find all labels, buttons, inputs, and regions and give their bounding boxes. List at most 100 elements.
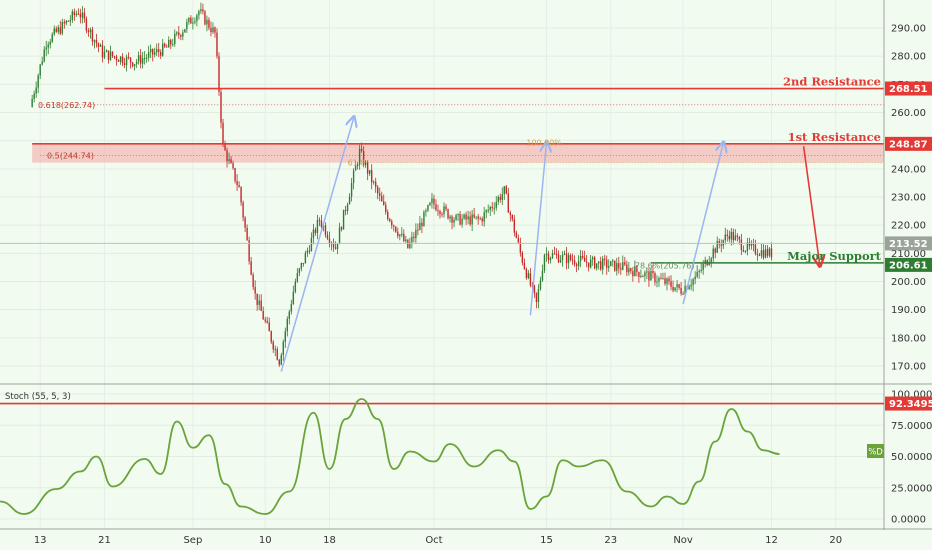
candle xyxy=(602,256,604,275)
candle-body xyxy=(135,61,138,65)
candle xyxy=(196,13,198,27)
candle-body xyxy=(39,64,41,76)
candle xyxy=(63,19,65,29)
fib-support-label: 78.6%(205.76) xyxy=(635,261,695,270)
candle xyxy=(389,217,391,223)
candle xyxy=(429,201,431,207)
candle xyxy=(172,38,174,47)
candle xyxy=(71,9,74,23)
indicator-label[interactable]: Stoch (55, 5, 3) xyxy=(5,392,71,402)
candle-body xyxy=(71,11,74,20)
candle xyxy=(479,216,481,220)
candle xyxy=(119,56,122,65)
candle-body xyxy=(158,49,160,52)
candle-body xyxy=(168,39,170,48)
candle-body xyxy=(632,271,634,277)
candle xyxy=(519,237,522,257)
candle-body xyxy=(137,55,140,62)
candle-body xyxy=(501,194,503,200)
candle-body xyxy=(194,21,196,23)
candle xyxy=(186,18,188,34)
candle xyxy=(616,257,618,276)
candle xyxy=(437,204,439,216)
candle-body xyxy=(346,204,349,212)
candle xyxy=(35,81,37,98)
candle-body xyxy=(151,48,154,55)
candle-body xyxy=(724,234,726,241)
price-tick-label: 210.00 xyxy=(891,249,926,260)
candle-body xyxy=(640,276,642,278)
candle-body xyxy=(164,43,166,47)
candle xyxy=(668,275,670,285)
stoch-tick-label: 100.0000 xyxy=(891,390,932,401)
candle xyxy=(143,51,146,65)
candle-body xyxy=(79,14,82,18)
candle xyxy=(728,230,731,243)
candle xyxy=(746,237,749,256)
candle-body xyxy=(547,253,550,261)
candle xyxy=(720,239,722,253)
candle xyxy=(503,186,505,200)
candle xyxy=(433,194,435,210)
candle-body xyxy=(344,209,347,212)
candle-body xyxy=(656,281,658,283)
candle-body xyxy=(236,181,238,186)
candle-body xyxy=(497,196,499,202)
candle-body xyxy=(571,259,574,261)
candle xyxy=(455,213,457,221)
candle xyxy=(342,209,345,230)
candle-body xyxy=(51,34,53,42)
candle xyxy=(563,250,566,256)
candle xyxy=(521,251,524,266)
candle-body xyxy=(754,244,757,254)
candle xyxy=(192,17,194,30)
candle xyxy=(662,272,664,280)
candle-body xyxy=(101,45,104,58)
candle-body xyxy=(445,206,447,210)
candle-body xyxy=(449,216,451,219)
stoch-axis[interactable]: 0.0000 25.0000 50.0000 75.0000 100.0000 xyxy=(891,390,932,526)
candle xyxy=(638,271,640,283)
candle xyxy=(650,267,652,281)
candle-body xyxy=(479,218,481,220)
candle xyxy=(59,20,61,36)
candle-body xyxy=(73,11,76,16)
candle xyxy=(67,20,70,22)
candle xyxy=(630,267,632,275)
time-axis[interactable]: 13 21 Sep 10 18 Oct 15 23 Nov 12 20 xyxy=(34,535,842,546)
candle-body xyxy=(198,11,200,16)
candle-body xyxy=(393,225,395,227)
candle xyxy=(238,181,240,188)
candle-body xyxy=(300,262,303,269)
candle-body xyxy=(145,57,148,59)
candle xyxy=(457,213,459,221)
candle-body xyxy=(451,216,453,223)
candle xyxy=(61,18,63,36)
candle xyxy=(95,33,98,48)
candle-body xyxy=(634,266,636,277)
candle xyxy=(338,222,341,245)
candle xyxy=(395,226,397,233)
candle-body xyxy=(258,300,260,305)
candle xyxy=(379,187,381,202)
candle-body xyxy=(511,214,514,220)
candle xyxy=(274,345,276,357)
candle-body xyxy=(75,13,78,16)
candle xyxy=(407,239,409,249)
candle-body xyxy=(318,219,321,221)
stoch-d-line[interactable] xyxy=(0,398,780,515)
time-tick-label: 21 xyxy=(98,535,111,546)
candle-body xyxy=(356,164,359,166)
candle xyxy=(459,210,461,226)
candle-body xyxy=(513,219,516,233)
candle xyxy=(107,50,110,64)
candlestick-series[interactable] xyxy=(31,2,773,367)
candle-body xyxy=(505,186,507,194)
candle-body xyxy=(612,260,614,262)
candle-body xyxy=(575,264,578,267)
candle-body xyxy=(326,234,329,239)
candle xyxy=(750,240,753,250)
candle-body xyxy=(760,250,763,256)
candle xyxy=(109,45,112,61)
